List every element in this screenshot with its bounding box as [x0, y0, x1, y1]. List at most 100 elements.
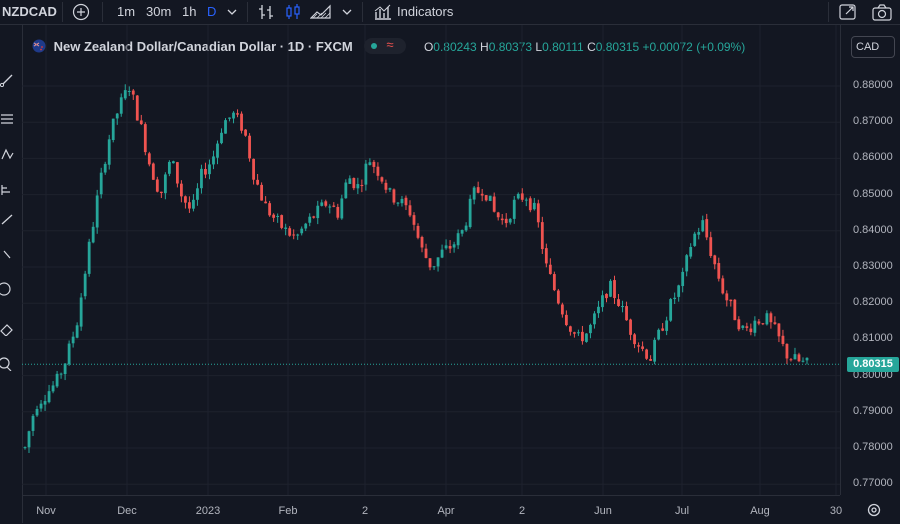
- candle: [436, 257, 440, 267]
- candle: [460, 230, 464, 234]
- candle: [697, 232, 701, 235]
- candle: [476, 187, 480, 193]
- candle: [793, 354, 797, 360]
- candle: [59, 373, 63, 375]
- candle: [789, 359, 793, 361]
- candle: [472, 187, 476, 200]
- interval-30m[interactable]: 30m: [146, 4, 172, 19]
- candle: [424, 248, 428, 258]
- candle: [396, 202, 400, 204]
- smile-icon[interactable]: [0, 282, 14, 296]
- price-axis[interactable]: 0.88000 0.87000 0.86000 0.85000 0.84000 0.830…: [840, 25, 900, 495]
- brush-icon[interactable]: [0, 212, 14, 226]
- candle: [585, 333, 588, 342]
- candle: [512, 199, 516, 219]
- candle: [404, 197, 408, 206]
- fib-retracement-icon[interactable]: [0, 112, 14, 126]
- symbol-title[interactable]: New Zealand Dollar/Canadian Dollar · 1D …: [53, 39, 353, 54]
- ruler-icon[interactable]: [0, 322, 14, 336]
- candle: [577, 332, 580, 334]
- candle: [224, 120, 227, 134]
- area-chart-icon[interactable]: [309, 3, 332, 21]
- candle: [713, 255, 717, 265]
- price-chart[interactable]: [22, 25, 840, 495]
- candle: [127, 91, 131, 93]
- trend-line-icon[interactable]: [0, 73, 14, 87]
- candle: [649, 359, 652, 361]
- candle: [184, 196, 187, 203]
- indicators-icon[interactable]: [373, 3, 393, 21]
- candle: [548, 264, 552, 274]
- candle: [300, 228, 304, 234]
- indicators-button[interactable]: Indicators: [397, 4, 454, 19]
- chevron-down-icon[interactable]: [226, 3, 238, 21]
- candle: [380, 177, 384, 182]
- candles-icon[interactable]: [284, 3, 302, 21]
- fullscreen-icon[interactable]: [838, 3, 858, 21]
- settings-icon[interactable]: [866, 502, 882, 518]
- time-axis[interactable]: Nov Dec 2023 Feb 2 Apr 2 Jun Jul Aug 30: [22, 495, 842, 524]
- interval-d[interactable]: D: [207, 4, 217, 19]
- candle: [721, 278, 725, 294]
- candle: [428, 258, 432, 268]
- candle: [276, 215, 280, 217]
- candle: [581, 331, 584, 342]
- chevron-down-icon[interactable]: [341, 3, 353, 21]
- candle: [151, 163, 155, 180]
- candle: [568, 326, 572, 332]
- interval-1m[interactable]: 1m: [117, 4, 136, 19]
- candle: [264, 201, 268, 204]
- flag-icon: [32, 39, 46, 53]
- candle: [709, 237, 713, 256]
- forecast-icon[interactable]: [0, 182, 14, 196]
- toolbar-divider: [828, 2, 829, 22]
- candle: [332, 205, 336, 207]
- candle: [204, 169, 207, 175]
- candle: [673, 297, 677, 300]
- candle: [504, 218, 508, 224]
- candle: [360, 185, 364, 187]
- candle: [693, 233, 697, 246]
- price-tick-label: 0.87000: [853, 115, 893, 128]
- candle: [316, 205, 320, 219]
- candle: [516, 193, 520, 199]
- time-tick-label: 2023: [195, 505, 221, 517]
- candle: [761, 323, 765, 325]
- market-status-badge[interactable]: ≈: [364, 37, 407, 54]
- symbol-search[interactable]: NZDCAD: [2, 4, 57, 19]
- candle: [488, 195, 492, 201]
- candle: [400, 198, 404, 204]
- camera-icon[interactable]: [872, 3, 892, 21]
- change-value: +0.00072 (+0.09%): [642, 40, 746, 54]
- candle: [248, 135, 251, 159]
- candle: [729, 299, 733, 302]
- close-value: 0.80315: [595, 40, 640, 54]
- candle: [613, 280, 616, 299]
- pattern-icon[interactable]: [0, 147, 14, 161]
- candle: [284, 227, 288, 229]
- bar-chart-icon[interactable]: [257, 3, 275, 21]
- candle: [292, 234, 296, 236]
- price-tick-label: 0.82000: [853, 296, 893, 309]
- candle: [629, 319, 632, 335]
- candle: [540, 222, 544, 250]
- candle: [496, 212, 500, 218]
- compare-plus-icon[interactable]: [72, 3, 90, 21]
- candle: [131, 90, 135, 95]
- currency-button[interactable]: CAD: [851, 36, 895, 58]
- text-icon[interactable]: [0, 247, 14, 261]
- time-tick-label: Apr: [437, 505, 455, 517]
- candle: [240, 113, 243, 131]
- price-tick-label: 0.88000: [853, 79, 893, 91]
- drawing-toolbar: [0, 25, 23, 523]
- candle: [123, 90, 127, 99]
- candle: [480, 193, 484, 196]
- candle: [801, 360, 805, 362]
- zoom-icon[interactable]: [0, 357, 14, 371]
- candle: [573, 332, 576, 334]
- candle: [617, 299, 620, 306]
- interval-1h[interactable]: 1h: [182, 4, 197, 19]
- time-tick-label: Aug: [750, 505, 770, 517]
- candle: [252, 158, 255, 180]
- candle: [456, 233, 460, 246]
